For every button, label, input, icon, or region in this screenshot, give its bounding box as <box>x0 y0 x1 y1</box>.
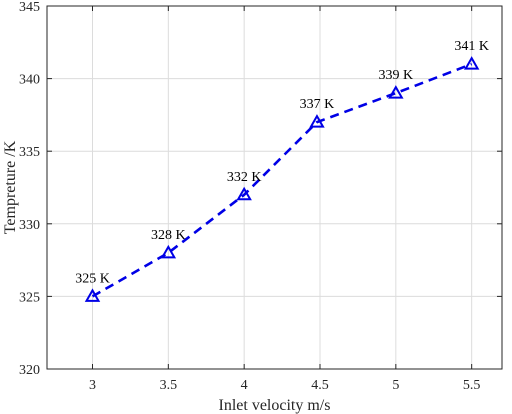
data-label: 341 K <box>454 39 489 54</box>
y-tick-label: 335 <box>19 145 40 160</box>
x-axis-label: Inlet velocity m/s <box>219 397 331 414</box>
data-label: 339 K <box>379 68 414 83</box>
data-label: 328 K <box>151 228 186 243</box>
y-tick-label: 320 <box>19 363 40 378</box>
triangle-marker <box>388 85 404 99</box>
series-temperature: 325 K 328 K 332 K 337 K 339 K 341 K <box>75 39 489 302</box>
data-label: 337 K <box>300 97 335 112</box>
triangle-marker <box>309 114 325 128</box>
data-label: 332 K <box>227 170 262 185</box>
grid <box>47 5 502 370</box>
y-tick-label: 330 <box>19 218 40 233</box>
y-axis-label: Tempreture /K <box>2 140 19 234</box>
x-tick-label: 4.5 <box>311 378 329 393</box>
x-tick-label: 3 <box>89 378 96 393</box>
triangle-marker <box>160 244 177 259</box>
x-tick-label: 5 <box>392 378 399 393</box>
y-tick-label: 340 <box>19 73 40 88</box>
axis-ticks: 3 3.5 4 4.5 5 5.5 320 325 330 335 340 345 <box>19 0 502 393</box>
y-tick-label: 325 <box>19 290 40 305</box>
series-line <box>91 62 473 298</box>
triangle-marker <box>236 186 252 201</box>
data-label: 325 K <box>75 271 110 286</box>
y-tick-label: 345 <box>19 0 40 15</box>
x-tick-label: 3.5 <box>160 378 178 393</box>
plot-frame <box>46 5 503 370</box>
triangle-marker <box>84 288 101 302</box>
x-tick-label: 4 <box>241 378 248 393</box>
x-tick-label: 5.5 <box>463 378 481 393</box>
triangle-marker <box>463 56 480 70</box>
